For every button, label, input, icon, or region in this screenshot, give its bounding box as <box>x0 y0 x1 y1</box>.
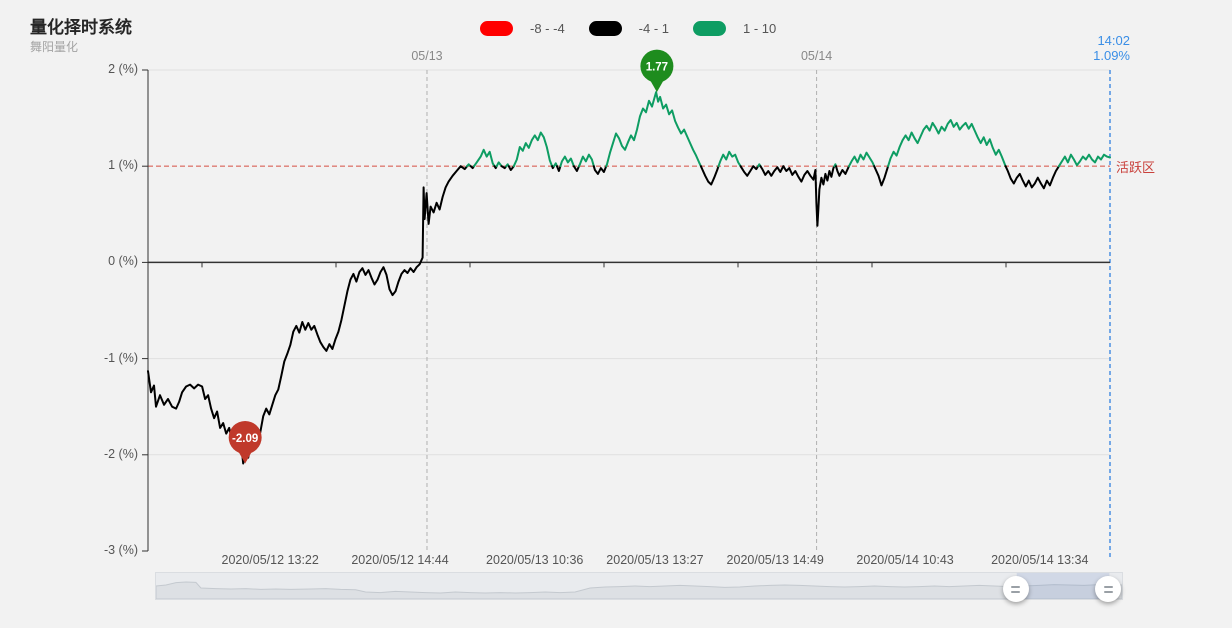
legend-label-green: 1 - 10 <box>743 21 777 36</box>
navigator-chart <box>155 573 1123 600</box>
series-segment <box>848 151 876 168</box>
navigator-area <box>155 581 1123 600</box>
series-segment <box>1004 165 1060 190</box>
series-segment <box>739 165 760 177</box>
legend-item-red-zone[interactable]: -8 - -4 <box>480 21 565 36</box>
legend-swatch-black <box>588 21 622 36</box>
series-segment <box>887 119 1007 168</box>
series-segment <box>553 162 558 168</box>
series-segment <box>592 165 608 175</box>
series-segment <box>556 165 562 172</box>
page-subtitle: 舞阳量化 <box>30 40 79 54</box>
drag-handle-icon <box>1011 585 1021 588</box>
series-segment <box>759 165 836 227</box>
series-segment <box>873 165 890 187</box>
current-time-label: 14:02 <box>1097 33 1130 48</box>
drag-handle-icon <box>1103 585 1113 588</box>
series-segment <box>507 165 515 171</box>
drag-handle-icon <box>1103 590 1113 593</box>
series-segment <box>1057 153 1111 168</box>
range-navigator[interactable] <box>155 572 1123 600</box>
min-marker-pin <box>228 420 262 454</box>
navigator-selected-range[interactable] <box>1016 573 1110 599</box>
series-segment <box>495 161 503 168</box>
page-title: 量化择时系统 <box>30 18 132 37</box>
series-segment <box>835 165 850 177</box>
legend-item-green-zone[interactable]: 1 - 10 <box>693 21 776 36</box>
current-status: 14:02 1.09% <box>1010 33 1130 63</box>
legend-label-red: -8 - -4 <box>530 21 565 36</box>
series-segment <box>717 150 742 168</box>
legend-swatch-green <box>693 21 727 36</box>
series-segment <box>473 148 496 168</box>
max-marker-pin-label: 1.77 <box>646 62 668 74</box>
series-segment <box>605 91 702 168</box>
current-value-label: 1.09% <box>1093 48 1130 63</box>
chart-legend: -8 - -4 -4 - 1 1 - 10 <box>480 21 776 36</box>
max-marker-pin <box>640 49 674 83</box>
series-segment <box>512 131 554 168</box>
series-segment <box>147 165 469 465</box>
drag-handle-icon <box>1011 590 1021 593</box>
min-marker-pin-label: -2.09 <box>232 433 258 445</box>
navigator-handle-right[interactable] <box>1095 576 1122 602</box>
navigator-handle-left[interactable] <box>1002 576 1029 602</box>
series-segment <box>559 155 575 168</box>
legend-label-black: -4 - 1 <box>638 21 670 36</box>
series-segment <box>572 165 580 172</box>
legend-swatch-red <box>480 21 513 36</box>
series-segment <box>699 165 720 186</box>
legend-item-black-zone[interactable]: -4 - 1 <box>588 21 670 36</box>
series-segment <box>578 153 595 168</box>
